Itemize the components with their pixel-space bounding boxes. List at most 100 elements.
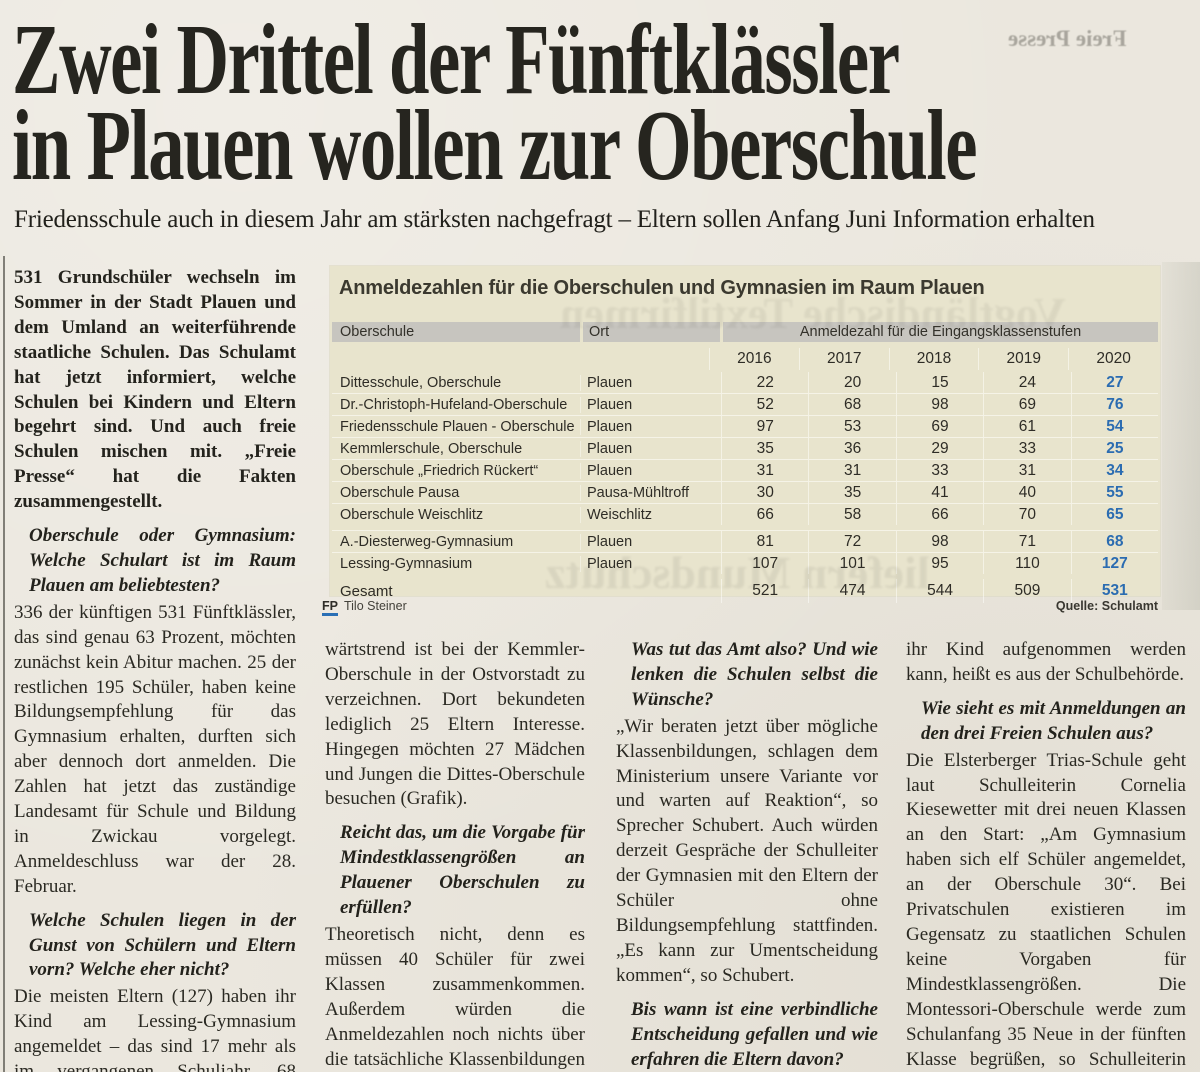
table-header-row: Oberschule Ort Anmeldezahl für die Einga… xyxy=(332,322,1158,342)
year-label: 2016 xyxy=(709,348,799,370)
value-cell: 22 xyxy=(721,372,808,393)
column-header-ort: Ort xyxy=(583,322,720,342)
ort-cell: Plauen xyxy=(580,440,721,457)
answer-2-part-1: Die meisten Eltern (127) haben ihr Kind … xyxy=(14,986,296,1072)
table-row: Oberschule „Friedrich Rückert“ Plauen 31… xyxy=(332,459,1158,481)
question-heading-3: Reicht das, um die Vorgabe für Mindestkl… xyxy=(340,822,585,919)
value-cell: 24 xyxy=(983,372,1070,393)
table-row: Friedensschule Plauen - Oberschule Plaue… xyxy=(332,415,1158,437)
question-heading-6: Wie sieht es mit Anmeldungen an den drei… xyxy=(921,697,1186,744)
ort-cell: Weischlitz xyxy=(580,506,721,523)
photo-credit: Tilo Steiner xyxy=(343,599,407,613)
text-column-2: wärtstrend ist bei der Kemmler-Oberschul… xyxy=(325,638,585,1072)
value-cell: 31 xyxy=(983,460,1070,481)
table-row-gymnasium: Lessing-Gymnasium Plauen 107 101 95 110 … xyxy=(332,552,1158,574)
ort-cell: Plauen xyxy=(580,396,721,413)
headline: Zwei Drittel der Fünftklässler in Plauen… xyxy=(12,3,978,201)
table-row: Kemmlerschule, Oberschule Plauen 35 36 2… xyxy=(332,437,1158,459)
value-cell: 66 xyxy=(895,504,983,525)
value-cell: 98 xyxy=(895,394,983,415)
answer-1: 336 der künftigen 531 Fünftklässler, das… xyxy=(14,601,296,897)
value-cell: 107 xyxy=(721,553,808,574)
value-cell: 30 xyxy=(721,482,808,503)
column-header-school: Oberschule xyxy=(332,322,580,342)
table-body: Dittesschule, Oberschule Plauen 22 20 15… xyxy=(332,372,1158,603)
answer-4: „Wir beraten jetzt über mögliche Klassen… xyxy=(616,715,878,986)
left-column-rule xyxy=(3,256,5,1072)
text-column-3: Was tut das Amt also? Und wie lenken die… xyxy=(616,638,878,1072)
value-cell: 72 xyxy=(808,531,895,552)
fp-logo: FP xyxy=(322,599,338,616)
source-credit: Quelle: Schulamt xyxy=(1055,599,1158,613)
value-cell-2020: 65 xyxy=(1070,504,1158,525)
year-label: 2019 xyxy=(978,348,1068,370)
value-cell: 95 xyxy=(895,553,983,574)
article-intro: 531 Grundschüler wechseln im Sommer in d… xyxy=(14,267,296,513)
value-cell: 509 xyxy=(983,579,1070,603)
value-cell: 474 xyxy=(808,579,895,603)
value-cell-2020: 127 xyxy=(1070,553,1158,574)
value-cell: 68 xyxy=(808,394,895,415)
question-heading-4: Was tut das Amt also? Und wie lenken die… xyxy=(631,639,878,710)
value-cell: 70 xyxy=(983,504,1070,525)
value-cell: 41 xyxy=(895,482,983,503)
question-heading-2: Welche Schulen liegen in der Gunst von S… xyxy=(29,909,296,981)
value-cell-2020: 54 xyxy=(1070,416,1158,437)
school-name-cell: Kemmlerschule, Oberschule xyxy=(340,440,523,457)
school-name-cell: Dr.-Christoph-Hufeland-Oberschule xyxy=(340,396,568,413)
answer-3: Theoretisch nicht, denn es müssen 40 Sch… xyxy=(325,923,585,1070)
value-cell: 31 xyxy=(721,460,808,481)
text-column-4: ihr Kind aufgenommen werden kann, heißt … xyxy=(906,638,1186,1072)
ort-cell: Plauen xyxy=(580,533,721,550)
ort-cell: Plauen xyxy=(580,462,721,479)
table-row: Oberschule Weischlitz Weischlitz 66 58 6… xyxy=(332,503,1158,525)
value-cell-2020: 68 xyxy=(1070,531,1158,552)
school-name-cell: Friedensschule Plauen - Oberschule xyxy=(340,418,575,435)
value-cell: 97 xyxy=(721,416,808,437)
value-cell: 110 xyxy=(983,553,1070,574)
answer-5-part-2: ihr Kind aufgenommen werden kann, heißt … xyxy=(906,639,1186,685)
total-row: Gesamt 521 474 544 509 531 xyxy=(332,579,1158,603)
bleedthrough-masthead: Freie Presse xyxy=(1008,26,1127,51)
value-cell: 29 xyxy=(895,438,983,459)
table-row: Oberschule Pausa Pausa-Mühltroff 30 35 4… xyxy=(332,481,1158,503)
value-cell: 71 xyxy=(983,531,1070,552)
value-cell: 101 xyxy=(808,553,895,574)
value-cell: 53 xyxy=(808,416,895,437)
table-row-gymnasium: A.-Diesterweg-Gymnasium Plauen 81 72 98 … xyxy=(332,530,1158,552)
question-heading-5: Bis wann ist eine verbindliche Entscheid… xyxy=(631,998,878,1070)
value-cell: 35 xyxy=(808,482,895,503)
total-label-cell: Gesamt xyxy=(340,582,393,600)
year-label: 2020 xyxy=(1068,348,1158,370)
value-cell: 35 xyxy=(721,438,808,459)
ort-cell: Pausa-Mühltroff xyxy=(580,484,721,501)
school-name-cell: Oberschule Weischlitz xyxy=(340,506,484,523)
value-cell: 98 xyxy=(895,531,983,552)
ort-cell: Plauen xyxy=(580,374,721,391)
value-cell-2020: 27 xyxy=(1070,372,1158,393)
table-row: Dr.-Christoph-Hufeland-Oberschule Plauen… xyxy=(332,393,1158,415)
subheadline: Friedensschule auch in diesem Jahr am st… xyxy=(14,206,1095,233)
value-cell-2020: 25 xyxy=(1070,438,1158,459)
value-cell: 58 xyxy=(808,504,895,525)
value-cell: 20 xyxy=(808,372,895,393)
question-heading-1: Oberschule oder Gymnasium: Welche Schula… xyxy=(29,525,296,596)
value-cell-2020: 531 xyxy=(1070,579,1158,603)
headline-line-1: Zwei Drittel der Fünftklässler xyxy=(12,3,900,115)
text-column-1: 531 Grundschüler wechseln im Sommer in d… xyxy=(14,266,296,1072)
headline-line-2: in Plauen wollen zur Oberschule xyxy=(12,89,978,201)
value-cell: 36 xyxy=(808,438,895,459)
school-name-cell: Lessing-Gymnasium xyxy=(340,555,473,572)
value-cell: 69 xyxy=(983,394,1070,415)
value-cell: 33 xyxy=(983,438,1070,459)
value-cell-2020: 55 xyxy=(1070,482,1158,503)
value-cell: 52 xyxy=(721,394,808,415)
school-name-cell: Dittesschule, Oberschule xyxy=(340,374,502,391)
total-block: Gesamt 521 474 544 509 531 xyxy=(332,579,1158,603)
page-edge-shadow xyxy=(1162,262,1200,610)
year-label: 2018 xyxy=(888,348,979,370)
value-cell: 40 xyxy=(983,482,1070,503)
column-header-numbers: Anmeldezahl für die Eingangsklassenstufe… xyxy=(723,322,1158,342)
value-cell: 33 xyxy=(895,460,983,481)
